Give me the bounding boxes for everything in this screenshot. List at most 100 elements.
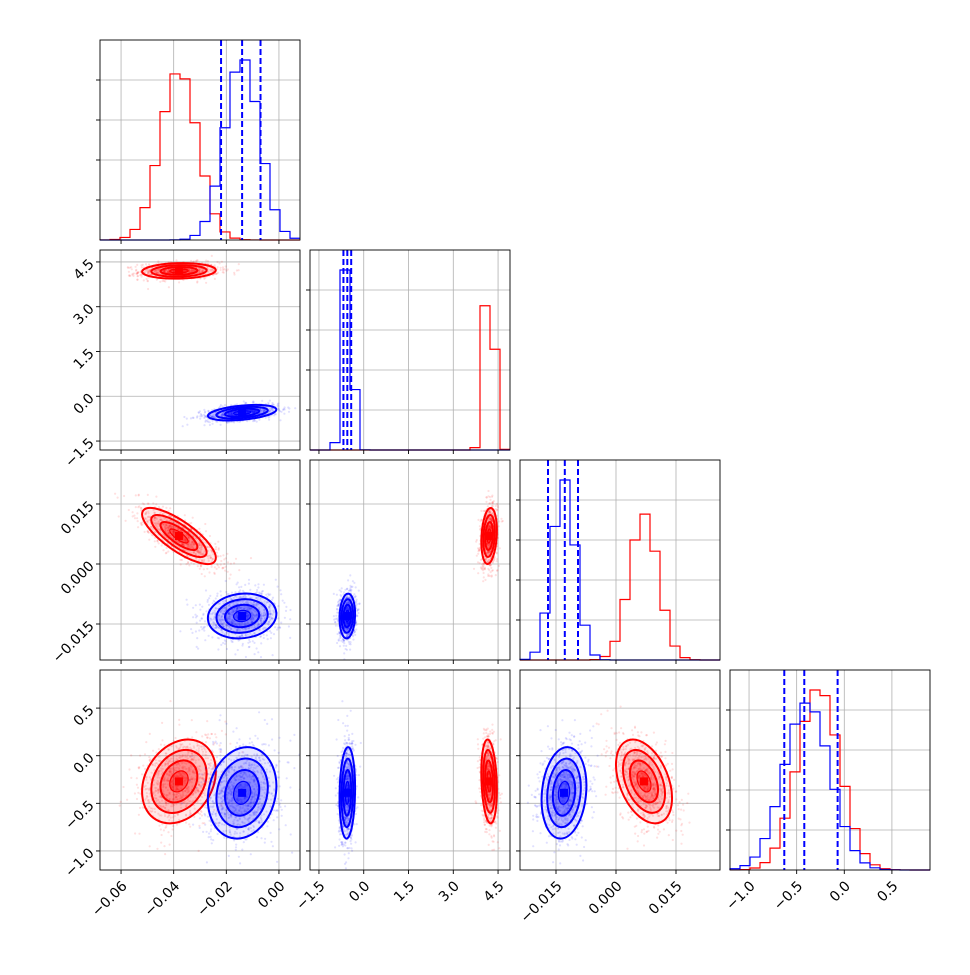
sample-point bbox=[220, 590, 222, 592]
sample-point bbox=[273, 404, 275, 406]
sample-point bbox=[289, 637, 291, 639]
sample-point bbox=[165, 552, 167, 554]
sample-point bbox=[480, 510, 482, 512]
sample-point bbox=[133, 515, 135, 517]
sample-point bbox=[201, 573, 203, 575]
sample-point bbox=[136, 517, 138, 519]
sample-point bbox=[241, 644, 243, 646]
sample-point bbox=[185, 563, 187, 565]
sample-point bbox=[179, 559, 181, 561]
sample-point bbox=[268, 419, 270, 421]
y-tick-label: −0.015 bbox=[50, 618, 98, 666]
sample-point bbox=[145, 263, 147, 265]
sample-point bbox=[220, 564, 222, 566]
sample-point bbox=[158, 542, 160, 544]
sample-point bbox=[211, 255, 213, 257]
sample-point bbox=[256, 421, 258, 423]
sample-point bbox=[180, 563, 182, 565]
sample-point bbox=[490, 567, 492, 569]
sample-point bbox=[222, 642, 224, 644]
sample-point bbox=[487, 568, 489, 570]
sample-point bbox=[127, 267, 129, 269]
sample-point bbox=[232, 641, 234, 643]
sample-point bbox=[205, 610, 207, 612]
sample-point bbox=[502, 520, 504, 522]
sample-point bbox=[159, 281, 161, 283]
sample-point bbox=[203, 414, 205, 416]
sample-point bbox=[220, 560, 222, 562]
sample-point bbox=[245, 656, 247, 658]
sample-point bbox=[257, 651, 259, 653]
sample-point bbox=[343, 645, 345, 647]
sample-point bbox=[269, 400, 271, 402]
sample-point bbox=[254, 420, 256, 422]
sample-point bbox=[496, 560, 498, 562]
sample-point bbox=[203, 409, 205, 411]
sample-point bbox=[265, 417, 267, 419]
sample-point bbox=[496, 569, 498, 571]
sample-point bbox=[224, 639, 226, 641]
sample-point bbox=[212, 423, 214, 425]
sample-point bbox=[258, 419, 260, 421]
y-tick-label: 3.0 bbox=[71, 301, 98, 328]
sample-point bbox=[158, 506, 160, 508]
sample-point bbox=[288, 411, 290, 413]
sample-point bbox=[265, 594, 267, 596]
sample-point bbox=[227, 268, 229, 270]
sample-point bbox=[230, 574, 232, 576]
sample-point bbox=[220, 424, 222, 426]
sample-point bbox=[201, 415, 203, 417]
sample-point bbox=[493, 559, 495, 561]
sample-point bbox=[498, 525, 500, 527]
sample-point bbox=[183, 416, 185, 418]
sample-point bbox=[221, 261, 223, 263]
sample-point bbox=[483, 572, 485, 574]
panel-2-1 bbox=[306, 460, 510, 664]
sample-point bbox=[353, 582, 355, 584]
sample-point bbox=[249, 589, 251, 591]
sample-point bbox=[202, 613, 204, 615]
sample-point bbox=[216, 568, 218, 570]
sample-point bbox=[205, 282, 207, 284]
sample-point bbox=[227, 571, 229, 573]
sample-point bbox=[186, 599, 188, 601]
sample-point bbox=[216, 593, 218, 595]
sample-point bbox=[479, 525, 481, 527]
sample-point bbox=[118, 515, 120, 517]
sample-point bbox=[114, 493, 116, 495]
sample-point bbox=[223, 558, 225, 560]
sample-point bbox=[284, 617, 286, 619]
sample-point bbox=[199, 604, 201, 606]
sample-point bbox=[216, 273, 218, 275]
sample-point bbox=[162, 549, 164, 551]
sample-point bbox=[495, 574, 497, 576]
sample-point bbox=[498, 520, 500, 522]
sample-point bbox=[143, 279, 145, 281]
sample-point bbox=[201, 618, 203, 620]
sample-point bbox=[269, 630, 271, 632]
sample-point bbox=[196, 646, 198, 648]
y-tick-label: 0.0 bbox=[71, 391, 98, 418]
blue-peak bbox=[238, 612, 246, 620]
sample-point bbox=[211, 566, 213, 568]
sample-point bbox=[480, 519, 482, 521]
sample-point bbox=[289, 618, 291, 620]
sample-point bbox=[125, 520, 127, 522]
sample-point bbox=[154, 540, 156, 542]
sample-point bbox=[477, 519, 479, 521]
sample-point bbox=[227, 561, 229, 563]
sample-point bbox=[271, 599, 273, 601]
sample-point bbox=[197, 648, 199, 650]
sample-point bbox=[220, 404, 222, 406]
sample-point bbox=[204, 411, 206, 413]
sample-point bbox=[335, 615, 337, 617]
sample-point bbox=[283, 602, 285, 604]
sample-point bbox=[224, 643, 226, 645]
sample-point bbox=[269, 593, 271, 595]
sample-point bbox=[140, 524, 142, 526]
sample-point bbox=[282, 600, 284, 602]
sample-point bbox=[143, 503, 145, 505]
sample-point bbox=[222, 567, 224, 569]
sample-point bbox=[484, 510, 486, 512]
sample-point bbox=[268, 416, 270, 418]
